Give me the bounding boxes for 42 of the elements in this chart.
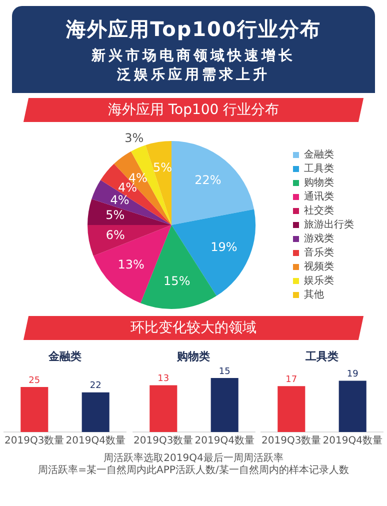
- text: 周活跃率=某一自然周内此APP活跃人数/某一自然周内的样本记录人数: [37, 465, 350, 477]
- x-tick-label: 2019Q4数量: [66, 436, 126, 447]
- legend-label: 旅游出行类: [304, 218, 354, 231]
- data-label: 4%: [110, 192, 129, 207]
- legend-label: 其他: [304, 288, 324, 301]
- data-label: 19: [346, 370, 359, 380]
- data-label: 25: [28, 376, 40, 386]
- chart-title: 金融类: [47, 349, 82, 364]
- legend-label: 通讯类: [304, 190, 334, 203]
- legend-label: 游戏类: [304, 232, 334, 245]
- chart-title: 海外应用 Top100 行业分布: [26, 101, 361, 119]
- legend-label: 音乐类: [304, 246, 334, 259]
- text: 新兴市场电商领域快速增长泛娱乐应用需求上升: [90, 47, 296, 85]
- data-label: 4%: [117, 180, 137, 195]
- data-label: 15: [218, 366, 230, 377]
- chart-title: 购物类: [176, 349, 211, 364]
- data-label: 6%: [105, 228, 124, 242]
- data-label: 22%: [194, 173, 221, 188]
- legend-label: 社交类: [304, 204, 334, 217]
- data-label: 22: [90, 381, 102, 392]
- data-label: 17: [286, 374, 298, 385]
- data-label: 19%: [210, 240, 237, 254]
- legend-label: 购物类: [304, 176, 334, 189]
- x-tick-label: 2019Q4数量: [194, 436, 254, 447]
- chart-title: 工具类: [304, 349, 340, 364]
- legend-label: 娱乐类: [304, 274, 334, 287]
- x-tick-label: 2019Q3数量: [133, 436, 193, 447]
- x-tick-label: 2019Q3数量: [262, 436, 322, 447]
- legend-label: 工具类: [304, 162, 334, 175]
- x-tick-label: 2019Q3数量: [4, 436, 64, 447]
- legend-label: 视频类: [304, 260, 334, 273]
- legend-label: 金融类: [304, 148, 334, 161]
- text: 周活跃率选取2019Q4最后一周周活跃率: [102, 453, 284, 464]
- text: 海外应用Top100行业分布: [64, 16, 322, 43]
- data-label: 15%: [163, 274, 190, 288]
- x-tick-label: 2019Q4数量: [322, 436, 382, 447]
- data-label: 13: [157, 374, 169, 384]
- data-label: 13%: [117, 258, 144, 272]
- data-label: 5%: [105, 208, 124, 222]
- data-label: 3%: [124, 130, 144, 145]
- data-label: 5%: [152, 160, 172, 175]
- text: 环比变化较大的领域: [26, 319, 361, 337]
